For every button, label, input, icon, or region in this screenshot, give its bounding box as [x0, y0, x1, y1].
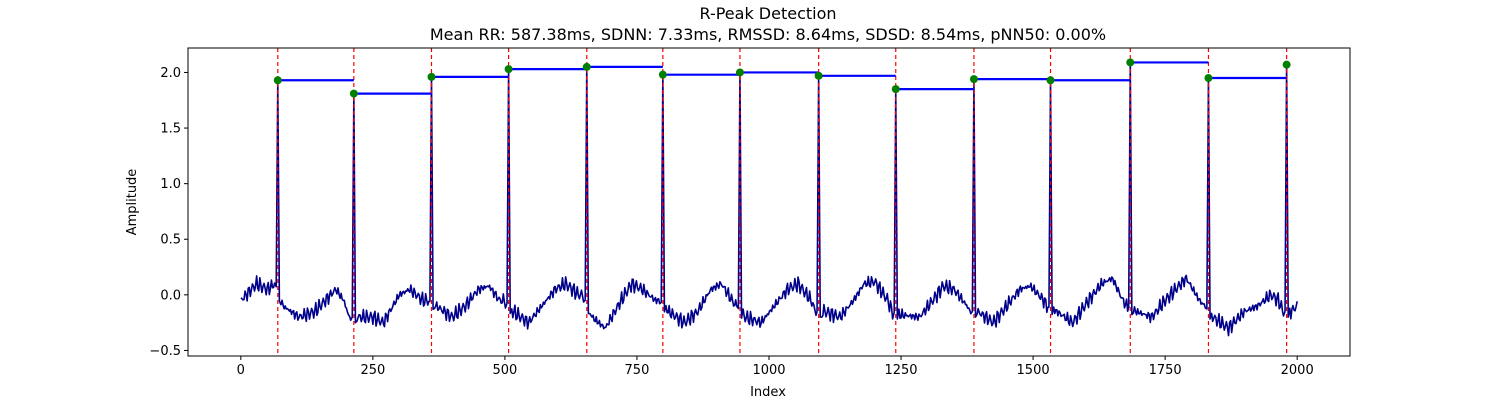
chart-subtitle: Mean RR: 587.38ms, SDNN: 7.33ms, RMSSD: …: [430, 25, 1106, 44]
r-peak-marker: [658, 70, 667, 79]
r-peak-marker: [582, 62, 591, 71]
y-tick-label: 0.5: [160, 233, 181, 248]
r-peak-marker: [969, 75, 978, 84]
x-tick-label: 2000: [1281, 363, 1314, 378]
r-peak-marker: [814, 71, 823, 80]
r-peak-marker: [1282, 60, 1291, 69]
y-tick-label: 1.0: [160, 177, 181, 192]
r-peak-marker: [349, 89, 358, 98]
x-tick-label: 1250: [884, 363, 917, 378]
y-tick-label: −0.5: [149, 344, 181, 359]
x-tick-label: 1000: [752, 363, 785, 378]
r-peak-marker: [1204, 74, 1213, 83]
r-peak-marker: [504, 65, 513, 74]
x-tick-label: 1750: [1149, 363, 1182, 378]
r-peak-marker: [891, 85, 900, 94]
y-axis-label: Amplitude: [125, 169, 140, 236]
r-peak-marker: [1126, 58, 1135, 67]
ecg-signal-line: [240, 61, 1298, 337]
r-peak-marker: [1046, 76, 1055, 85]
x-tick-label: 0: [237, 363, 245, 378]
x-tick-label: 250: [360, 363, 385, 378]
y-tick-label: 1.5: [160, 122, 181, 137]
r-peak-marker: [735, 68, 744, 77]
y-tick-label: 2.0: [160, 66, 181, 81]
plot-area: [240, 48, 1298, 356]
r-peak-marker: [427, 72, 436, 81]
y-tick-label: 0.0: [160, 288, 181, 303]
r-peak-marker: [273, 76, 282, 85]
x-tick-label: 750: [625, 363, 650, 378]
x-tick-label: 1500: [1017, 363, 1050, 378]
x-axis-label: Index: [750, 385, 786, 400]
chart-title: R-Peak Detection: [699, 4, 836, 23]
x-tick-label: 500: [492, 363, 517, 378]
x-axis: 0 250 500 750 1000 1250 1500 1750 2000: [237, 356, 1314, 378]
y-axis: −0.5 0.0 0.5 1.0 1.5 2.0: [149, 66, 188, 359]
